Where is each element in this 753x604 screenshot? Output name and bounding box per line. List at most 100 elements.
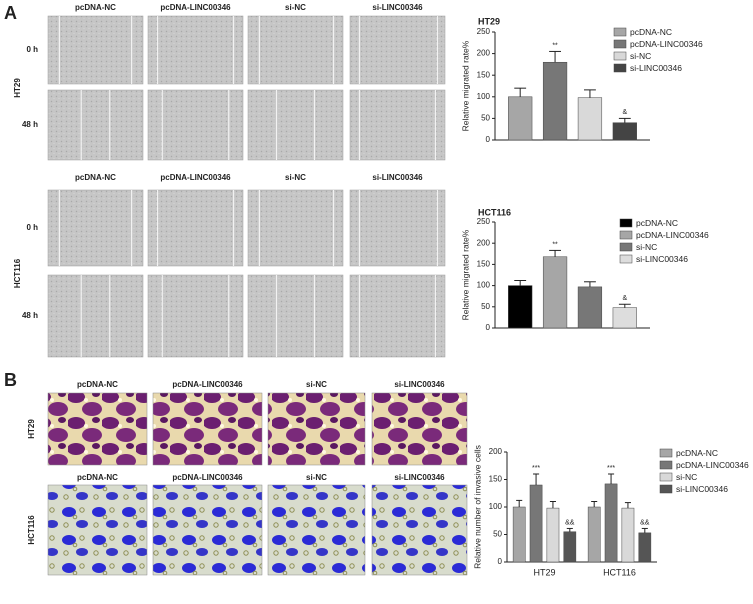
micrograph	[147, 189, 244, 267]
y-tick-label: 200	[477, 238, 491, 247]
bar	[577, 97, 603, 141]
row-group-label: HT29	[13, 78, 22, 98]
micrograph	[247, 89, 344, 161]
bar	[508, 285, 533, 329]
micrograph	[147, 15, 244, 85]
legend-swatch	[613, 63, 627, 73]
y-tick-label: 200	[489, 447, 503, 456]
row-label: HCT116	[27, 515, 36, 545]
legend-label: si-LINC00346	[636, 254, 688, 264]
column-label: si-NC	[285, 3, 306, 12]
row-group-label: HCT116	[13, 258, 22, 288]
micrograph	[349, 189, 446, 267]
row-label: 0 h	[26, 223, 38, 232]
micrograph	[47, 484, 148, 576]
significance-label: &&	[565, 519, 575, 526]
legend-swatch	[619, 218, 633, 228]
bar	[577, 286, 603, 329]
column-label: si-NC	[306, 473, 327, 482]
micrograph	[349, 15, 446, 85]
micrograph	[47, 15, 144, 85]
panel-label: B	[4, 370, 17, 390]
column-label: pcDNA-NC	[75, 3, 116, 12]
legend-swatch	[619, 230, 633, 240]
x-tick-label: HCT116	[603, 567, 636, 577]
legend-label: pcDNA-LINC00346	[676, 460, 749, 470]
micrograph	[371, 392, 468, 466]
significance-label: &&	[640, 519, 650, 526]
row-label: HT29	[27, 419, 36, 439]
micrograph	[47, 392, 148, 466]
y-tick-label: 250	[477, 27, 491, 36]
column-label: si-NC	[285, 173, 306, 182]
significance-label: ***	[607, 465, 615, 472]
legend-swatch	[619, 242, 633, 252]
micrograph	[247, 274, 344, 358]
y-axis-label: Relative migrated rate%	[460, 40, 470, 131]
panel-label: A	[4, 3, 17, 23]
legend-label: si-NC	[676, 472, 697, 482]
bar	[542, 61, 568, 141]
row-label: 48 h	[22, 311, 38, 320]
significance-label: **	[552, 241, 558, 248]
legend-label: si-LINC00346	[676, 484, 728, 494]
micrograph	[147, 89, 244, 161]
legend-label: pcDNA-LINC00346	[630, 39, 703, 49]
significance-label: ***	[532, 465, 540, 472]
legend-label: pcDNA-NC	[636, 218, 678, 228]
significance-label: **	[552, 42, 558, 49]
row-label: 48 h	[22, 120, 38, 129]
column-label: si-LINC00346	[394, 473, 445, 482]
column-label: pcDNA-LINC00346	[172, 473, 243, 482]
bar	[621, 507, 635, 563]
y-tick-label: 200	[477, 49, 491, 58]
y-tick-label: 50	[493, 530, 502, 539]
legend-swatch	[613, 51, 627, 61]
significance-label: &	[622, 109, 627, 116]
legend-label: pcDNA-LINC00346	[636, 230, 709, 240]
column-label: pcDNA-LINC00346	[160, 173, 231, 182]
legend-swatch	[613, 39, 627, 49]
legend-swatch	[619, 254, 633, 264]
micrograph	[371, 484, 468, 576]
y-tick-label: 0	[486, 135, 491, 144]
bar	[512, 506, 526, 563]
micrograph	[349, 89, 446, 161]
column-label: pcDNA-LINC00346	[160, 3, 231, 12]
bar	[587, 506, 601, 563]
y-axis-label: Relative migrated rate%	[460, 229, 470, 320]
bar	[546, 507, 560, 563]
bar	[563, 531, 577, 563]
legend-swatch	[613, 27, 627, 37]
column-label: pcDNA-NC	[77, 380, 118, 389]
micrograph	[47, 189, 144, 267]
column-label: pcDNA-NC	[77, 473, 118, 482]
micrograph	[152, 392, 263, 466]
column-label: si-LINC00346	[372, 3, 423, 12]
micrograph	[247, 189, 344, 267]
micrograph	[47, 89, 144, 161]
micrograph	[349, 274, 446, 358]
column-label: si-NC	[306, 380, 327, 389]
bar	[542, 256, 568, 329]
bar	[638, 532, 652, 563]
legend-label: si-NC	[630, 51, 651, 61]
micrograph	[267, 392, 366, 466]
y-tick-label: 150	[477, 70, 491, 79]
legend-label: pcDNA-NC	[676, 448, 718, 458]
y-tick-label: 100	[477, 92, 491, 101]
y-tick-label: 100	[489, 502, 503, 511]
y-tick-label: 150	[489, 475, 503, 484]
y-tick-label: 250	[477, 217, 491, 226]
micrograph	[247, 15, 344, 85]
column-label: si-LINC00346	[372, 173, 423, 182]
y-tick-label: 50	[481, 302, 490, 311]
column-label: pcDNA-NC	[75, 173, 116, 182]
column-label: pcDNA-LINC00346	[172, 380, 243, 389]
legend-swatch	[659, 448, 673, 458]
bar	[508, 96, 533, 141]
micrograph	[267, 484, 366, 576]
legend-label: si-NC	[636, 242, 657, 252]
legend-swatch	[659, 460, 673, 470]
